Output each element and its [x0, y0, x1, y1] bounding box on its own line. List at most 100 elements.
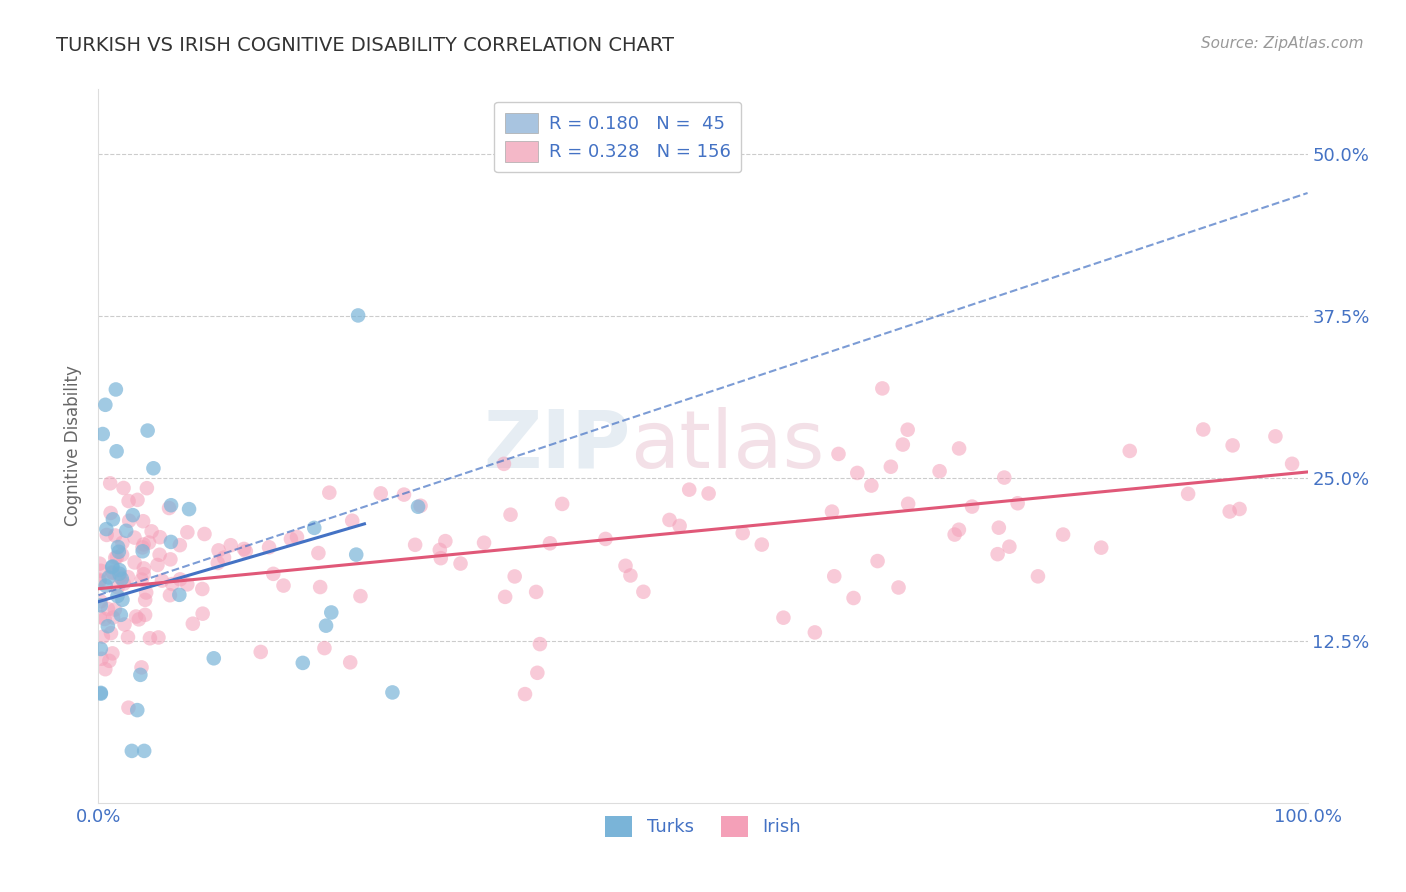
Point: [108, 563, 131, 577]
Point: [89, 574, 111, 589]
Point: [181, 616, 204, 631]
Point: [406, 500, 429, 514]
Point: [948, 442, 970, 456]
Point: [821, 505, 844, 519]
Point: [90, 564, 112, 578]
Point: [943, 527, 966, 541]
Point: [117, 570, 139, 584]
Point: [513, 687, 536, 701]
Point: [309, 580, 332, 594]
Point: [108, 569, 131, 583]
Point: [138, 535, 160, 549]
Point: [678, 483, 700, 497]
Point: [344, 548, 367, 562]
Point: [207, 543, 229, 558]
Point: [434, 534, 457, 549]
Point: [134, 744, 156, 758]
Point: [104, 602, 127, 616]
Point: [90, 686, 112, 700]
Point: [1281, 457, 1303, 471]
Point: [149, 530, 172, 544]
Point: [94, 579, 117, 593]
Point: [273, 578, 295, 592]
Point: [524, 585, 547, 599]
Point: [134, 592, 156, 607]
Point: [731, 526, 754, 541]
Point: [135, 585, 157, 599]
Point: [191, 607, 214, 621]
Point: [91, 630, 114, 644]
Point: [207, 556, 229, 570]
Point: [827, 447, 849, 461]
Point: [91, 427, 114, 442]
Point: [804, 625, 827, 640]
Point: [342, 514, 364, 528]
Point: [108, 545, 131, 559]
Point: [1052, 527, 1074, 541]
Point: [169, 573, 191, 587]
Point: [111, 548, 134, 562]
Point: [132, 567, 155, 582]
Point: [619, 568, 641, 582]
Point: [658, 513, 681, 527]
Point: [866, 554, 889, 568]
Point: [136, 424, 159, 438]
Point: [131, 544, 153, 558]
Point: [315, 618, 337, 632]
Point: [112, 481, 135, 495]
Point: [219, 538, 242, 552]
Point: [128, 612, 150, 626]
Point: [235, 544, 257, 558]
Point: [131, 573, 153, 587]
Point: [492, 457, 515, 471]
Point: [823, 569, 845, 583]
Point: [176, 525, 198, 540]
Point: [104, 528, 127, 542]
Point: [131, 660, 153, 674]
Point: [142, 461, 165, 475]
Point: [233, 541, 256, 556]
Text: Source: ZipAtlas.com: Source: ZipAtlas.com: [1201, 36, 1364, 51]
Point: [450, 557, 472, 571]
Point: [101, 512, 124, 526]
Point: [404, 538, 426, 552]
Point: [97, 619, 120, 633]
Point: [117, 630, 139, 644]
Point: [860, 478, 883, 492]
Point: [202, 651, 225, 665]
Point: [1264, 429, 1286, 443]
Point: [117, 494, 139, 508]
Point: [472, 535, 495, 549]
Point: [842, 591, 865, 605]
Point: [392, 487, 415, 501]
Point: [430, 551, 453, 566]
Point: [89, 573, 111, 587]
Point: [97, 570, 120, 584]
Point: [135, 481, 157, 495]
Point: [127, 492, 149, 507]
Point: [772, 610, 794, 624]
Point: [1090, 541, 1112, 555]
Point: [846, 466, 869, 480]
Point: [107, 580, 129, 594]
Point: [1177, 487, 1199, 501]
Point: [141, 524, 163, 539]
Point: [1007, 496, 1029, 510]
Point: [169, 538, 191, 552]
Point: [987, 547, 1010, 561]
Point: [107, 540, 129, 554]
Point: [160, 535, 183, 549]
Point: [101, 560, 124, 574]
Point: [538, 536, 561, 550]
Point: [1219, 504, 1241, 518]
Point: [668, 519, 690, 533]
Point: [98, 476, 121, 491]
Point: [101, 646, 124, 660]
Text: atlas: atlas: [630, 407, 825, 485]
Point: [101, 566, 124, 580]
Point: [1026, 569, 1049, 583]
Point: [162, 577, 184, 591]
Point: [105, 444, 128, 458]
Point: [94, 662, 117, 676]
Point: [526, 665, 548, 680]
